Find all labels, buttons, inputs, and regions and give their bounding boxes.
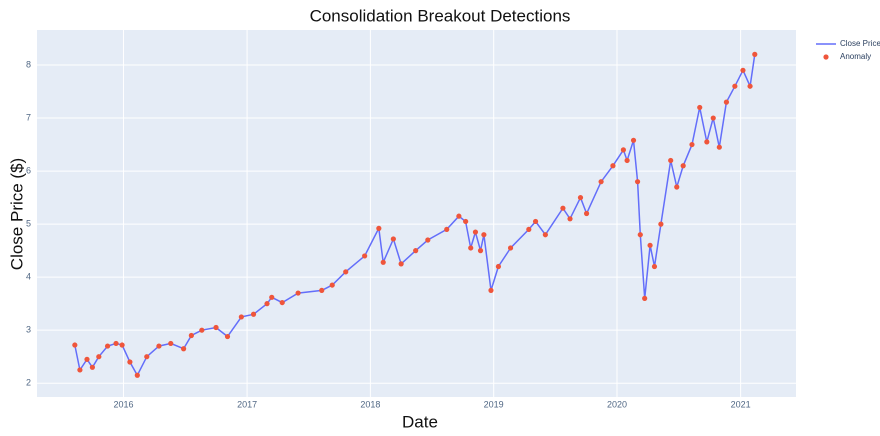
anomaly-point xyxy=(710,115,716,121)
plot-area xyxy=(37,30,796,397)
anomaly-point xyxy=(560,205,566,211)
x-tick-label: 2017 xyxy=(237,399,257,409)
anomaly-point xyxy=(168,340,174,347)
anomaly-point xyxy=(238,314,244,320)
anomaly-point xyxy=(610,163,616,169)
anomaly-point xyxy=(144,354,150,360)
anomaly-point xyxy=(199,327,205,333)
anomaly-point xyxy=(567,216,573,222)
anomaly-point xyxy=(642,295,648,301)
anomaly-point xyxy=(269,294,275,300)
anomaly-point xyxy=(127,359,133,365)
anomaly-point xyxy=(134,372,140,378)
anomaly-point xyxy=(398,261,404,267)
x-tick-label: 2018 xyxy=(360,399,380,409)
chart-title: Consolidation Breakout Detections xyxy=(310,6,571,25)
anomaly-point xyxy=(104,343,111,349)
anomaly-point xyxy=(651,263,658,270)
y-axis-title: Close Price ($) xyxy=(7,158,26,270)
anomaly-point xyxy=(77,367,83,373)
anomaly-point xyxy=(477,248,484,254)
anomaly-point xyxy=(72,342,78,348)
anomaly-point xyxy=(532,218,539,225)
y-tick-label: 4 xyxy=(26,272,31,282)
y-tick-label: 6 xyxy=(26,165,31,175)
anomaly-point xyxy=(279,299,285,306)
anomaly-point xyxy=(329,282,335,288)
anomaly-point xyxy=(119,342,125,348)
legend-marker xyxy=(823,54,829,60)
legend-label: Anomaly xyxy=(840,52,871,61)
anomaly-point xyxy=(413,248,419,254)
anomaly-point xyxy=(113,340,119,347)
anomaly-point xyxy=(295,290,301,296)
x-tick-label: 2019 xyxy=(484,399,504,409)
y-tick-label: 2 xyxy=(26,378,31,388)
anomaly-point xyxy=(472,229,479,235)
anomaly-point xyxy=(668,157,674,164)
anomaly-point xyxy=(425,237,431,243)
anomaly-point xyxy=(96,354,102,360)
x-tick-label: 2020 xyxy=(607,399,627,409)
anomaly-point xyxy=(674,184,680,190)
y-tick-label: 5 xyxy=(26,218,31,228)
anomaly-point xyxy=(577,194,584,201)
anomaly-point xyxy=(224,333,231,340)
anomaly-point xyxy=(507,245,514,251)
anomaly-point xyxy=(456,213,462,219)
anomaly-point xyxy=(343,269,349,275)
anomaly-point xyxy=(647,242,653,248)
anomaly-point xyxy=(624,157,630,164)
anomaly-point xyxy=(463,218,469,225)
y-tick-label: 8 xyxy=(26,59,31,69)
anomaly-point xyxy=(495,263,502,270)
anomaly-point xyxy=(264,301,270,307)
anomaly-point xyxy=(542,232,548,238)
anomaly-point xyxy=(637,232,643,238)
anomaly-point xyxy=(213,324,219,331)
anomaly-point xyxy=(732,83,738,89)
y-tick-label: 7 xyxy=(26,112,31,122)
anomaly-point xyxy=(362,253,368,259)
anomaly-point xyxy=(620,147,626,153)
anomaly-point xyxy=(468,245,474,251)
anomaly-point xyxy=(89,364,95,370)
anomaly-point xyxy=(319,287,325,294)
anomaly-point xyxy=(250,311,257,317)
anomaly-point xyxy=(723,99,730,105)
anomaly-point xyxy=(488,287,494,294)
anomaly-point xyxy=(740,67,746,73)
anomaly-point xyxy=(697,104,703,111)
anomaly-point xyxy=(658,221,664,227)
anomaly-point xyxy=(180,346,187,352)
anomaly-point xyxy=(444,226,450,233)
x-tick-label: 2016 xyxy=(113,399,133,409)
anomaly-point xyxy=(380,259,386,265)
anomaly-point xyxy=(156,343,162,349)
anomaly-point xyxy=(481,232,487,238)
anomaly-point xyxy=(716,144,722,150)
legend-label: Close Price xyxy=(840,39,880,48)
anomaly-point xyxy=(598,179,604,185)
anomaly-point xyxy=(634,179,641,185)
anomaly-point xyxy=(376,225,382,231)
anomaly-point xyxy=(689,141,695,148)
anomaly-point xyxy=(747,83,753,89)
anomaly-point xyxy=(390,236,396,242)
anomaly-point xyxy=(84,356,90,362)
x-axis-title: Date xyxy=(402,412,438,431)
anomaly-point xyxy=(680,163,686,169)
anomaly-point xyxy=(752,51,758,57)
anomaly-point xyxy=(526,226,532,233)
anomaly-point xyxy=(188,332,194,339)
anomaly-point xyxy=(583,210,590,217)
x-tick-label: 2021 xyxy=(731,399,751,409)
anomaly-point xyxy=(704,139,710,145)
anomaly-point xyxy=(630,137,637,143)
y-tick-label: 3 xyxy=(26,325,31,335)
